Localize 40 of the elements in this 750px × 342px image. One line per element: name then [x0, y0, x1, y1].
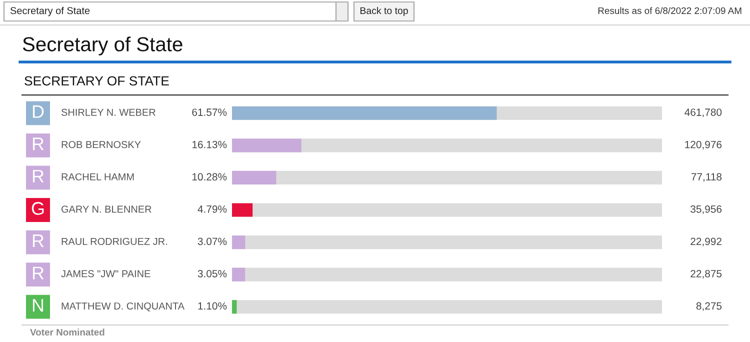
y-tick-label: JAMES "JW" PAINE — [61, 270, 150, 278]
y-tick-label: GARY N. BLENNER — [62, 206, 152, 213]
data-label: 16.13% — [192, 140, 227, 148]
text: D — [32, 105, 44, 118]
data-label: 3.05% — [198, 270, 227, 278]
text: 22,992 — [690, 238, 722, 246]
text: R — [32, 170, 44, 182]
text: 35,956 — [690, 205, 722, 214]
text: N — [32, 299, 44, 312]
data-label: 61.57% — [192, 108, 227, 116]
text: 461,780 — [684, 108, 722, 118]
chart-title: Secretary of State — [22, 36, 182, 56]
data-label: 3.07% — [198, 238, 227, 246]
text: Results as of 6/8/2022 2:07:09 AM — [598, 7, 742, 14]
text: G — [32, 202, 44, 215]
text: 120,976 — [685, 140, 722, 150]
text: Back to top — [360, 6, 408, 16]
y-tick-label: ROB BERNOSKY — [62, 141, 141, 148]
bar — [232, 203, 253, 217]
text: R — [32, 266, 44, 280]
y-tick-label: SHIRLEY N. WEBER — [61, 108, 156, 116]
data-label: 10.28% — [192, 173, 227, 181]
text: Secretary of State — [10, 6, 90, 16]
y-tick-label: MATTHEW D. CINQUANTA — [62, 302, 184, 312]
bar — [232, 170, 276, 184]
data-label: 4.79% — [198, 205, 227, 213]
text: R — [32, 138, 44, 150]
bar — [232, 268, 246, 282]
y-tick-label: RAUL RODRIGUEZ JR. — [62, 238, 167, 245]
text: SECRETARY OF STATE — [24, 76, 169, 86]
text: Voter Nominated — [30, 328, 104, 336]
text: 77,118 — [691, 173, 722, 182]
bar — [232, 138, 302, 152]
bar — [232, 300, 237, 314]
data-label: 1.10% — [198, 302, 227, 310]
text: 22,875 — [690, 270, 722, 279]
bar — [232, 236, 246, 250]
text: R — [32, 234, 44, 247]
y-tick-label: RACHEL HAMM — [62, 173, 134, 180]
text: 8,275 — [696, 302, 722, 311]
